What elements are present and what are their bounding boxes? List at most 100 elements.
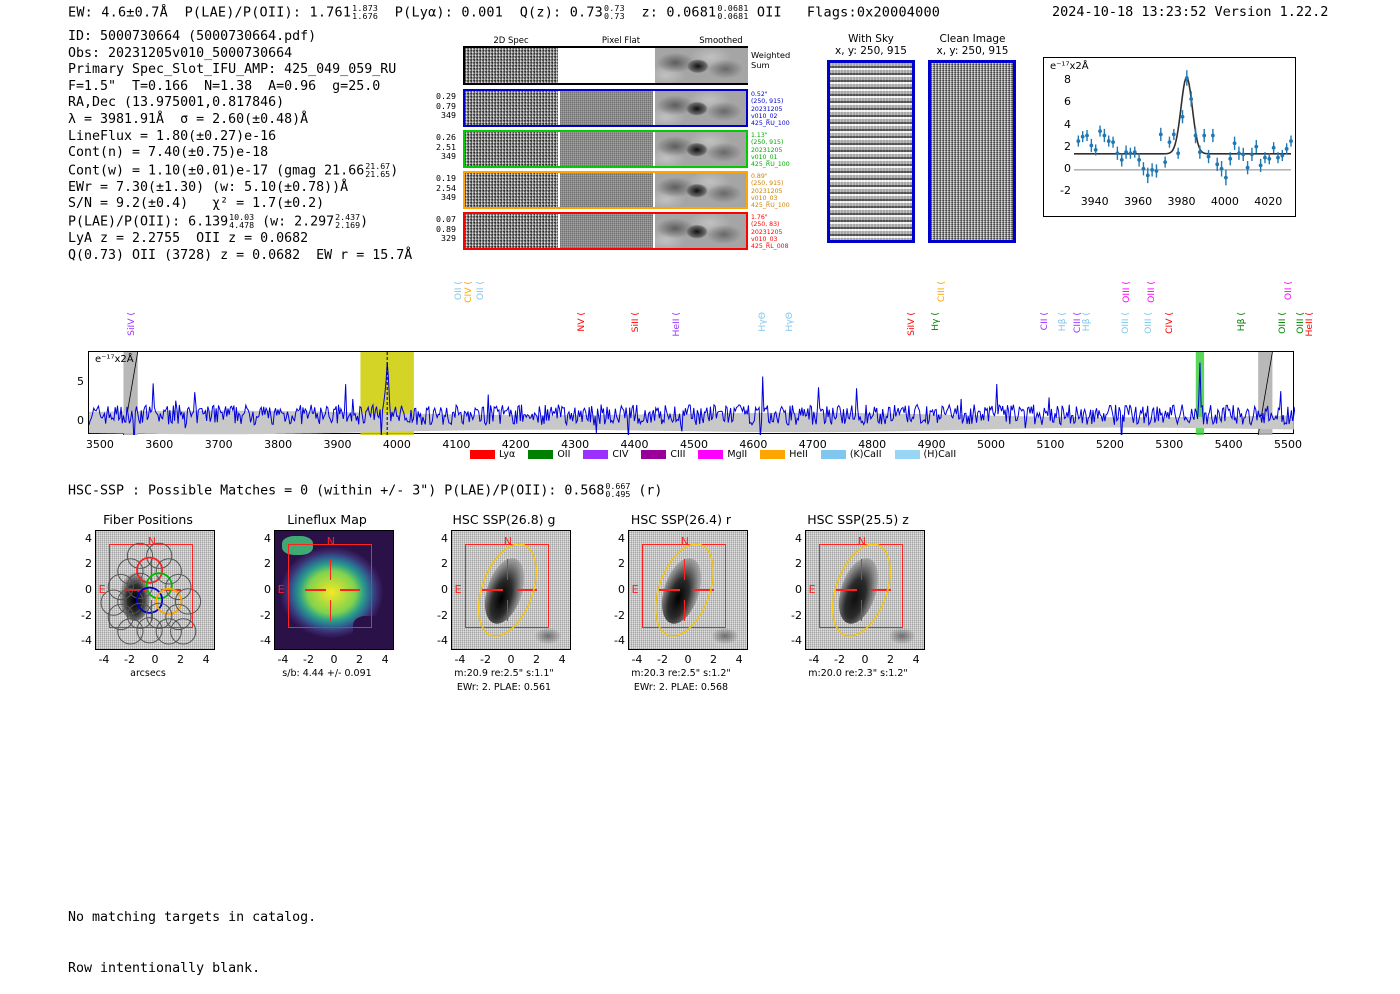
axis-tick-label: 4300 [561, 438, 590, 451]
legend-item: Lyα [470, 449, 515, 460]
thumbnail-x-tick: 2 [177, 653, 185, 666]
thumbnail-title: Lineflux Map [287, 512, 367, 527]
axis-tick-label: 3700 [204, 438, 233, 451]
header-flags: Flags:0x20004000 [806, 4, 941, 21]
col-header-smoothed: Smoothed [699, 36, 743, 46]
emission-line-label: NV ( [576, 312, 588, 332]
info-cont-w-pre: Cont(w) = 1.10(±0.01)e-17 (gmag 21.66 [68, 163, 365, 179]
axis-tick-label: 3900 [323, 438, 352, 451]
header-z-type: OII [756, 4, 782, 21]
legend-swatch [698, 450, 724, 459]
thumbnail-caption: m:20.0 re:2.3" s:1.2" [808, 668, 908, 679]
cutout-clean-title: Clean Image [939, 33, 1006, 45]
info-slot: Primary Spec_Slot_IFU_AMP: 425_049_059_R… [68, 62, 397, 78]
thumbnail-x-tick: -4 [808, 653, 820, 666]
legend-item: CIII [641, 449, 685, 460]
axis-tick-label: 3600 [145, 438, 174, 451]
thumbnail-caption: EWr: 2. PLAE: 0.561 [456, 682, 552, 693]
legend-label: MgII [727, 449, 748, 460]
info-radec: RA,Dec (13.975001,0.817846) [68, 95, 285, 111]
info-id: ID: 5000730664 (5000730664.pdf) [68, 29, 317, 44]
axis-tick-label: 5 [77, 375, 84, 389]
thumbnail-y-tick: -4 [81, 634, 92, 648]
timestamp: 2024-10-18 13:23:52 Version 1.22.2 [1052, 4, 1329, 20]
fiber-row-1-left-values: 0.29 0.79 349 [436, 91, 456, 121]
info-plae-lo: 4.478 [229, 220, 255, 231]
thumbnail-y-tick: -2 [260, 608, 271, 622]
thumbnail-y-tick: 0 [795, 583, 802, 596]
fiber-row-3-meta: 0.89" (250, 915) 20231205 v010_03 425_RU… [751, 173, 790, 210]
thumbnail-y-tick: 2 [85, 557, 92, 571]
legend-item: OII [528, 449, 570, 460]
header-plya: P(Lyα): 0.001 [394, 4, 504, 21]
thumbnail-x-tick: -4 [98, 653, 110, 666]
axis-tick-label: 5000 [977, 438, 1005, 451]
emission-line-label: SiIV ( [126, 312, 138, 336]
thumbnail-x-tick: 0 [507, 653, 515, 666]
fiber-row-1-meta: 0.52" (250, 915) 20231205 v010_02 425_RU… [751, 91, 790, 128]
thumbnail-title: HSC SSP(26.8) g [452, 512, 556, 527]
thumbnail-y-tick: 0 [85, 583, 92, 596]
emission-line-label: Hβ ( [1081, 312, 1093, 332]
thumbnail-y-tick: 4 [264, 531, 271, 545]
spectrum-canvas [89, 352, 1295, 435]
info-cont-w: Cont(w) = 1.10(±0.01)e-17 (gmag 21.6621.… [68, 162, 412, 180]
axis-tick-label: 0 [77, 414, 84, 428]
fiber-row-4 [463, 212, 748, 250]
fiber-row-1 [463, 89, 748, 127]
axis-tick-label: 4600 [739, 438, 768, 451]
fiber-row-3 [463, 171, 748, 209]
axis-tick-label: 4700 [798, 438, 827, 451]
thumbnail-title: HSC SSP(26.4) r [630, 512, 732, 527]
info-cont-w-post: ) [390, 163, 399, 179]
info-q: Q(0.73) OII (3728) z = 0.0682 EW r = 15.… [68, 247, 413, 263]
thumbnail-y-tick: -4 [614, 634, 625, 648]
emission-line-label: OIII ( [1146, 281, 1158, 303]
fiber-row-4-meta: 1.76" (250, 83) 20231205 v010_03 425_RL_… [751, 214, 789, 251]
info-ewr: EWr = 7.30(±1.30) (w: 5.10(±0.78))Å [68, 179, 349, 195]
cutout-with-sky-image [827, 60, 915, 243]
axis-tick-label: 4400 [620, 438, 649, 451]
cutout-with-sky-coords: x, y: 250, 915 [835, 45, 907, 57]
thumbnail-y-tick: -2 [437, 608, 448, 622]
axis-tick-label: 3500 [85, 438, 114, 451]
axis-tick-label: 4 [1064, 117, 1071, 131]
axis-tick-label: 5200 [1095, 438, 1124, 451]
info-plae-wlo: 2.169 [335, 220, 361, 231]
info-plae-pre: P(LAE)/P(OII): 6.139 [68, 214, 229, 230]
line-profile-canvas [1074, 70, 1293, 186]
thumbnail-x-tick: -4 [454, 653, 466, 666]
axis-tick-label: 3940 [1080, 195, 1109, 208]
detection-info-block: ID: 5000730664 (5000730664.pdf) Obs: 202… [68, 29, 412, 264]
info-lambda: λ = 3981.91Å σ = 2.60(±0.48)Å [68, 111, 309, 127]
axis-tick-label: 4100 [442, 438, 471, 451]
thumbnail-x-tick: -2 [656, 653, 668, 666]
info-z: LyA z = 2.2755 OII z = 0.0682 [68, 231, 309, 247]
axis-tick-label: 5500 [1274, 438, 1303, 451]
footer-line-2: Row intentionally blank. [68, 961, 261, 976]
thumbnail-y-tick: 2 [441, 557, 448, 571]
axis-tick-label: 2 [1064, 139, 1071, 153]
legend-swatch [583, 450, 609, 459]
thumbnail-x-tick: -2 [479, 653, 491, 666]
info-plae: P(LAE)/P(OII): 6.13910.03 4.478 (w: 2.297… [68, 213, 412, 231]
thumbnail-y-tick: 2 [618, 557, 625, 571]
thumbnail-x-tick: 4 [735, 653, 743, 666]
header-plae-hi: 1.873 [352, 3, 379, 13]
emission-line-label: CIV ( [1164, 312, 1176, 334]
info-lineflux: LineFlux = 1.80(±0.27)e-16 [68, 128, 277, 144]
thumbnail-x-tick: 0 [684, 653, 692, 666]
thumbnail-image [451, 530, 571, 650]
thumbnail-x-tick: 4 [381, 653, 389, 666]
header-summary: EW: 4.6±0.7Å P(LAE)/P(OII): 1.7611.873 1.… [68, 4, 940, 21]
fiber-row-3-left-values: 0.19 2.54 349 [436, 173, 456, 203]
thumbnail-caption: m:20.9 re:2.5" s:1.1" [454, 668, 554, 679]
legend-swatch [641, 450, 667, 459]
thumbnail-y-tick: -2 [81, 608, 92, 622]
emission-line-label: CIV ( [463, 281, 475, 303]
legend-swatch [470, 450, 495, 459]
hsc-header-hi: 0.667 [605, 481, 631, 491]
legend-label: Lyα [499, 449, 516, 460]
info-cont-w-lo: 21.65 [365, 169, 391, 180]
thumbnail-x-tick: 4 [912, 653, 920, 666]
